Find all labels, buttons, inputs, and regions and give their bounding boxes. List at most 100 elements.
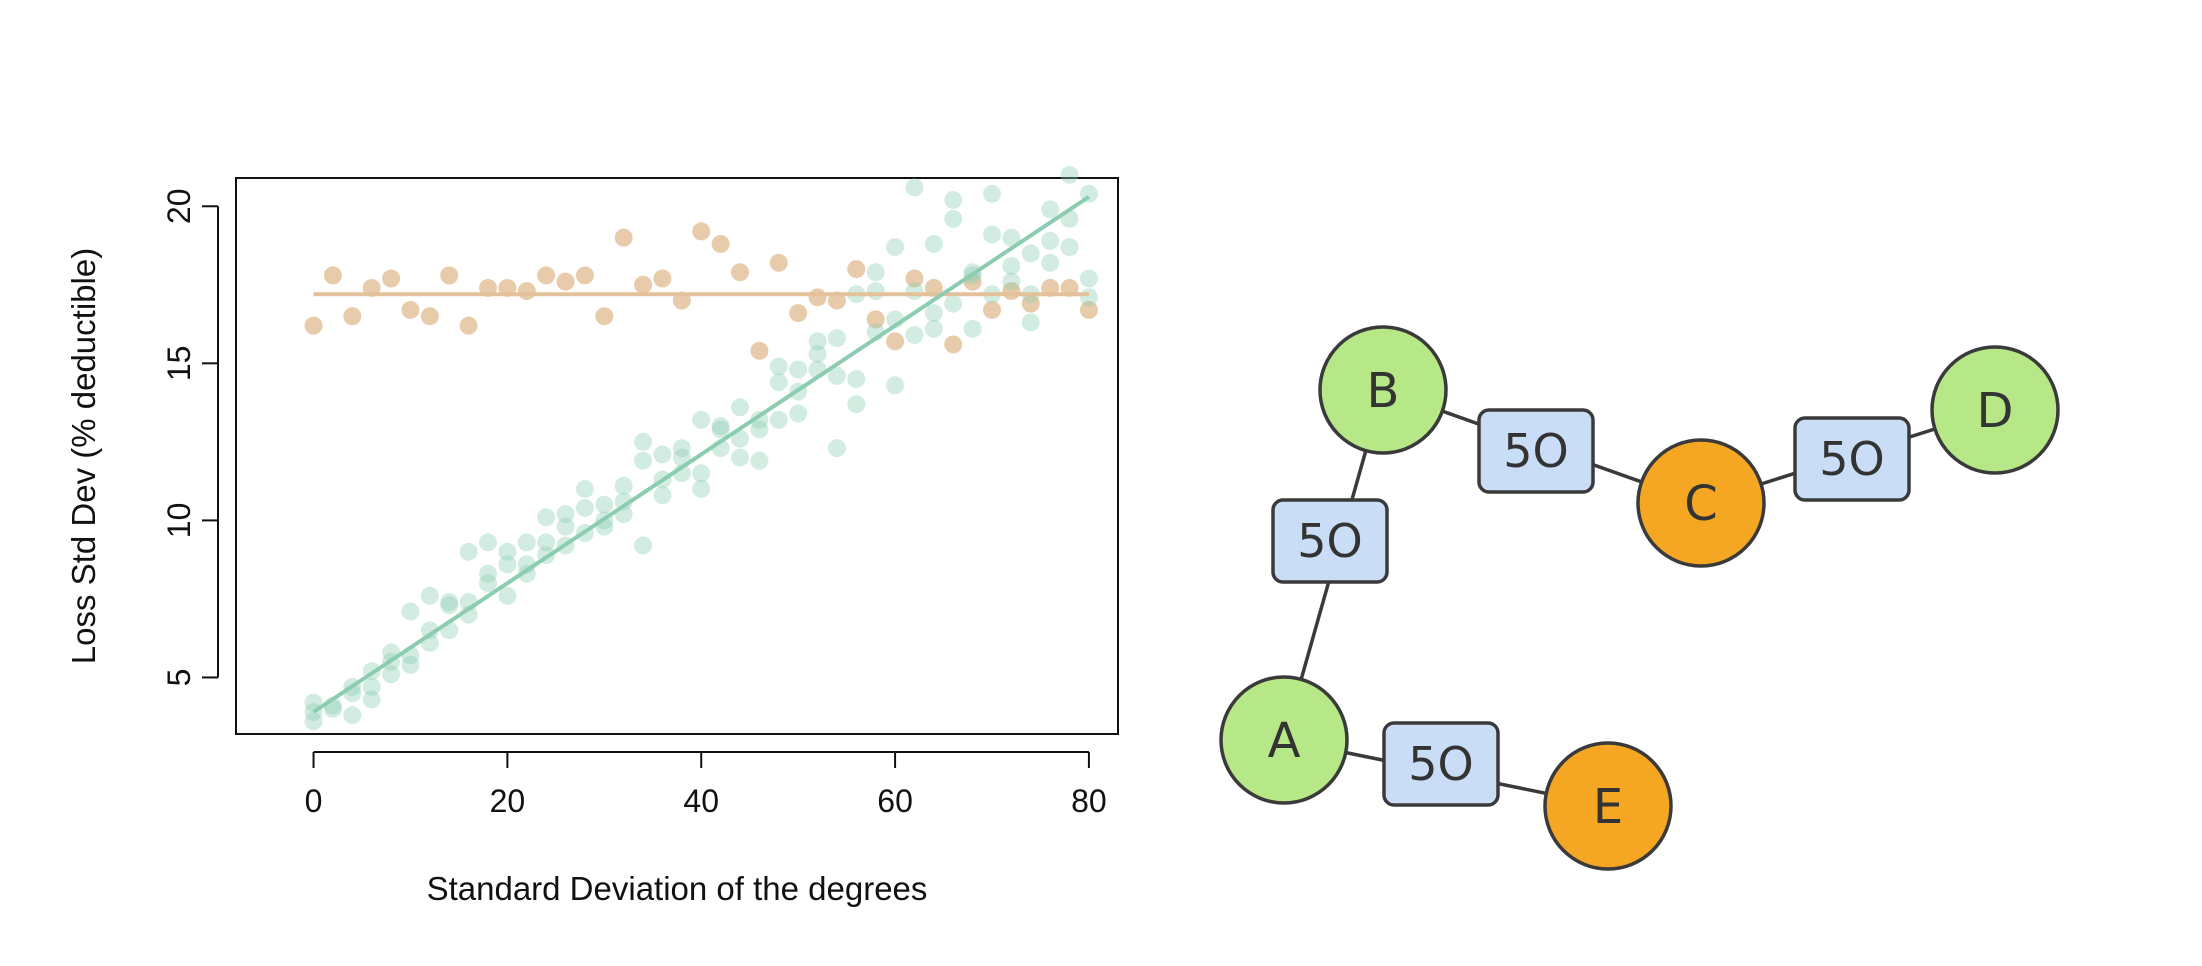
data-point — [905, 269, 924, 288]
data-point — [808, 344, 827, 363]
data-point — [634, 451, 653, 470]
node-label: E — [1593, 779, 1623, 835]
data-point — [905, 282, 924, 301]
data-point — [944, 209, 963, 228]
data-point — [769, 373, 788, 392]
data-point — [440, 596, 459, 615]
data-point — [1021, 313, 1040, 332]
node-C: C — [1636, 438, 1766, 568]
node-circle — [1318, 325, 1448, 455]
data-point — [401, 300, 420, 319]
series-1 — [304, 165, 1098, 731]
data-point — [983, 225, 1001, 244]
data-point — [886, 332, 905, 351]
data-point — [1041, 231, 1060, 250]
plot-frame — [235, 177, 1119, 735]
data-point — [537, 508, 556, 527]
data-point — [769, 410, 788, 429]
data-point — [711, 234, 730, 253]
edge-label-A-E: 5O — [1382, 721, 1500, 807]
data-point — [924, 304, 943, 323]
data-point — [886, 376, 905, 395]
data-point — [498, 542, 517, 561]
series-0 — [304, 222, 1098, 360]
data-point — [595, 307, 614, 326]
y-axis-title: Loss Std Dev (% deductible) — [65, 248, 102, 664]
data-point — [866, 282, 885, 301]
data-point — [498, 555, 517, 574]
data-point — [905, 178, 924, 197]
data-point — [769, 253, 788, 272]
data-point — [420, 307, 439, 326]
data-point — [440, 593, 459, 612]
data-point — [731, 263, 749, 282]
data-point — [537, 533, 556, 552]
data-point — [789, 360, 808, 379]
data-point — [1021, 294, 1040, 313]
x-tick-label: 60 — [877, 783, 913, 819]
data-point — [905, 326, 924, 345]
data-point — [731, 448, 749, 467]
data-point — [517, 282, 536, 301]
data-point — [556, 505, 575, 524]
node-label: D — [1977, 383, 2014, 439]
data-point — [963, 319, 982, 338]
edge-label-A-B: 5O — [1271, 498, 1389, 584]
data-point — [343, 706, 362, 725]
node-B: B — [1318, 325, 1448, 455]
data-point — [382, 665, 401, 684]
x-tick-label: 80 — [1071, 783, 1107, 819]
data-point — [440, 266, 459, 285]
data-point — [672, 439, 691, 458]
data-point — [614, 228, 633, 247]
data-point — [827, 329, 846, 348]
data-point — [304, 712, 323, 731]
data-point — [983, 300, 1001, 319]
data-point — [420, 586, 439, 605]
edge-label-box — [1477, 408, 1595, 494]
data-point — [827, 439, 846, 458]
data-point — [382, 269, 401, 288]
data-point — [498, 586, 517, 605]
data-point — [1060, 238, 1079, 257]
data-point — [808, 332, 827, 351]
data-point — [827, 366, 846, 385]
node-A: A — [1219, 675, 1349, 805]
data-point — [847, 370, 866, 389]
data-point — [1079, 269, 1098, 288]
fit-line-1 — [312, 195, 1091, 714]
data-point — [634, 275, 653, 294]
data-point — [789, 404, 808, 423]
data-point — [420, 621, 439, 640]
y-tick-label: 15 — [161, 346, 197, 382]
data-point — [479, 574, 497, 593]
data-point — [634, 432, 653, 451]
data-point — [1079, 288, 1098, 307]
data-point — [711, 417, 730, 436]
network-diagram: 5O 5O 5O 5O A B C D E — [1219, 325, 2060, 871]
data-point — [459, 316, 478, 335]
data-point — [750, 410, 769, 429]
edge-label-box — [1271, 498, 1389, 584]
data-point — [731, 398, 749, 417]
data-point — [556, 272, 575, 291]
data-point — [343, 307, 362, 326]
data-point — [575, 479, 594, 498]
data-point — [847, 395, 866, 414]
data-point — [1002, 256, 1021, 275]
node-label: B — [1367, 363, 1400, 419]
node-circle — [1930, 345, 2060, 475]
data-point — [750, 341, 769, 360]
data-point — [731, 429, 749, 448]
data-point — [575, 266, 594, 285]
data-point — [1079, 300, 1098, 319]
data-point — [323, 266, 342, 285]
data-point — [789, 304, 808, 323]
x-tick-label: 40 — [683, 783, 719, 819]
data-point — [1041, 200, 1060, 219]
node-E: E — [1543, 741, 1673, 871]
x-tick-label: 0 — [305, 783, 323, 819]
data-point — [1041, 253, 1060, 272]
edge-label-text: 5O — [1297, 514, 1362, 568]
